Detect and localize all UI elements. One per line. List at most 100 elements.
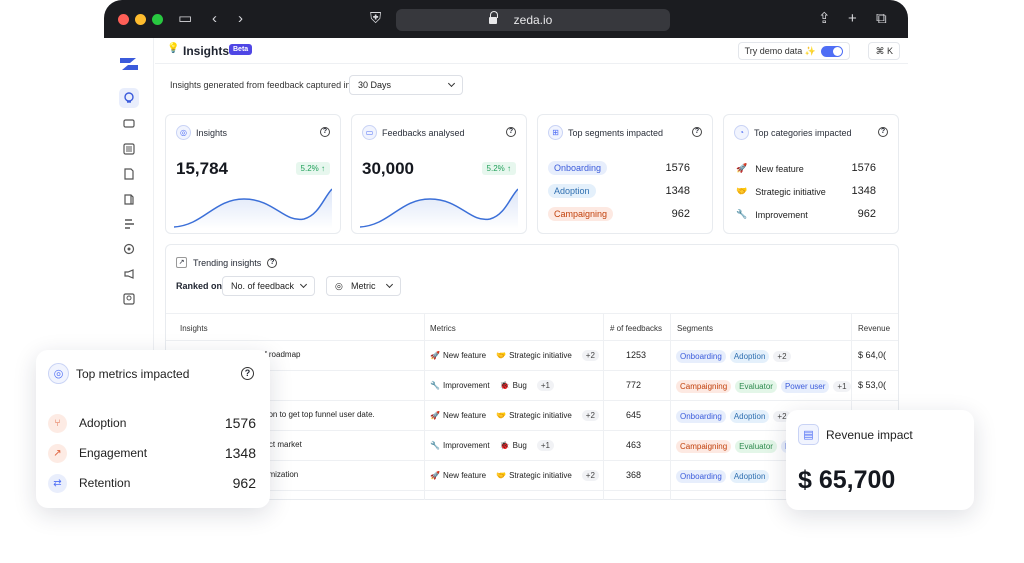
help-icon[interactable]: ?	[267, 257, 278, 268]
segment-count: 962	[671, 208, 690, 220]
table-row[interactable]: ation to get top funnel user date. 🚀 New f…	[166, 401, 898, 431]
table-row[interactable]: of roadmap 🚀 New feature 🤝 Strategic initiat…	[166, 341, 898, 371]
category-count: 1348	[851, 185, 876, 197]
metric-tag[interactable]: 🐞 Bug	[500, 441, 527, 450]
more-badge[interactable]: +2	[773, 351, 791, 362]
maximize-dot[interactable]	[152, 14, 163, 25]
more-badge[interactable]: +2	[581, 470, 599, 481]
metric-value: 962	[232, 475, 256, 491]
more-badge[interactable]: +2	[581, 410, 599, 421]
demo-data-toggle[interactable]: Try demo data ✨	[737, 42, 850, 60]
share-icon[interactable]: ⇪	[818, 10, 831, 27]
insights-count: 15,784	[176, 159, 228, 178]
metric-select[interactable]: ◎ Metric	[326, 276, 401, 296]
trending-title: Trending insights	[193, 257, 262, 268]
segment-pill[interactable]: Evaluator	[735, 380, 777, 393]
more-badge[interactable]: +1	[833, 381, 851, 392]
zeda-logo-icon[interactable]	[118, 54, 140, 74]
more-badge[interactable]: +2	[773, 411, 791, 422]
segment-pill[interactable]: Adoption	[729, 470, 770, 483]
column-insights[interactable]: Insights	[180, 324, 208, 333]
revenue-cell: $ 53,0(	[858, 380, 886, 390]
shield-icon[interactable]: ⛨	[370, 10, 382, 27]
book-nav-icon[interactable]	[119, 189, 139, 209]
segment-pill[interactable]: Adoption	[729, 350, 770, 363]
address-bar[interactable]: zeda.io	[396, 9, 670, 31]
segment-pill[interactable]: Campaigning	[676, 440, 732, 453]
categories-card: ◔ Top categories impacted ? 🚀 New feature 1…	[723, 114, 899, 234]
back-icon[interactable]: ‹	[212, 10, 217, 27]
help-icon[interactable]: ?	[506, 127, 516, 137]
category-item[interactable]: 🚀 New feature	[736, 163, 804, 174]
command-shortcut[interactable]: ⌘ K	[868, 42, 900, 60]
column-feedbacks[interactable]: # of feedbacks	[610, 324, 663, 333]
help-icon[interactable]: ?	[241, 367, 254, 380]
help-icon[interactable]: ?	[320, 127, 330, 137]
table-row[interactable]: n🔧Improvement🐞Bug+1772CampaigningEvaluat…	[166, 371, 898, 401]
metric-row[interactable]: ⇄ Retention 962	[48, 472, 256, 494]
metric-tag[interactable]: 🚀 New feature	[430, 411, 486, 420]
close-dot[interactable]	[118, 14, 129, 25]
sidebar-toggle-icon[interactable]: ▭	[178, 10, 193, 27]
metric-row[interactable]: ↗ Engagement 1348	[48, 442, 256, 464]
category-name: Strategic initiative	[755, 186, 826, 197]
goals-nav-icon[interactable]	[119, 239, 139, 259]
metric-icon: ⑂	[48, 413, 67, 433]
metric-tag[interactable]: 🤝 Strategic initiative	[496, 471, 572, 480]
tabs-icon[interactable]: ⧉	[876, 10, 887, 27]
document-nav-icon[interactable]	[119, 164, 139, 184]
list-nav-icon[interactable]	[119, 139, 139, 159]
column-revenue[interactable]: Revenue	[858, 324, 891, 333]
more-badge[interactable]: +2	[581, 350, 599, 361]
segment-pill[interactable]: Campaigning	[548, 207, 614, 221]
column-segments[interactable]: Segments	[677, 324, 714, 333]
metric-row[interactable]: ⑂ Adoption 1576	[48, 412, 256, 434]
metric-tag[interactable]: 🔧 Improvement	[430, 381, 490, 390]
more-badge[interactable]: +1	[536, 380, 554, 391]
metric-value: 1348	[224, 445, 256, 461]
minimize-dot[interactable]	[135, 14, 146, 25]
revenue-title: Revenue impact	[826, 427, 913, 442]
metric-tag[interactable]: 🐞 Bug	[500, 381, 527, 390]
metrics-cell: 🔧 Improvement 🐞 Bug +1	[430, 380, 554, 391]
table-row[interactable]: ptimization 🚀 New feature 🤝 Strategic initia…	[166, 461, 898, 491]
table-row[interactable]: duct market 🔧 Improvement 🐞 Bug +1 463 Campaign…	[166, 431, 898, 461]
user-nav-icon[interactable]	[119, 289, 139, 309]
metric-tag[interactable]: 🤝 Strategic initiative	[496, 411, 572, 420]
column-metrics[interactable]: Metrics	[430, 324, 456, 333]
insights-nav-icon[interactable]	[119, 88, 139, 108]
card-label: Insights	[196, 127, 228, 138]
category-item[interactable]: 🔧 Improvement	[736, 209, 808, 220]
segment-pill[interactable]: Onboarding	[548, 161, 608, 175]
metric-tag[interactable]: 🤝 Strategic initiative	[496, 351, 572, 360]
more-badge[interactable]: +1	[536, 440, 554, 451]
new-tab-icon[interactable]: +	[848, 10, 857, 27]
segment-pill[interactable]: Adoption	[729, 410, 770, 423]
megaphone-nav-icon[interactable]	[119, 264, 139, 284]
help-icon[interactable]: ?	[692, 127, 702, 137]
toggle-switch[interactable]	[821, 45, 843, 57]
forward-icon[interactable]: ›	[238, 10, 243, 27]
metric-icon: 🐞	[499, 381, 510, 390]
segment-pill[interactable]: Onboarding	[676, 470, 726, 483]
rank-select[interactable]: No. of feedback	[222, 276, 315, 296]
metric-tag[interactable]: 🔧 Improvement	[430, 441, 490, 450]
segment-pill[interactable]: Onboarding	[676, 350, 726, 363]
metric-tag[interactable]: 🚀 New feature	[430, 351, 486, 360]
insight-cell: duct market	[260, 440, 302, 449]
insight-cell: ation to get top funnel user date.	[260, 410, 375, 419]
roadmap-nav-icon[interactable]	[119, 214, 139, 234]
date-range-select[interactable]: 30 Days	[349, 75, 463, 95]
divider	[424, 313, 425, 500]
segment-pill[interactable]: Campaigning	[676, 380, 732, 393]
segment-pill[interactable]: Onboarding	[676, 410, 726, 423]
segment-pill[interactable]: Power user	[780, 380, 830, 393]
category-item[interactable]: 🤝 Strategic initiative	[736, 186, 826, 197]
segment-pill[interactable]: Evaluator	[735, 440, 777, 453]
feedbacks-trend-chart	[360, 188, 518, 229]
feedback-nav-icon[interactable]	[119, 114, 139, 134]
help-icon[interactable]: ?	[878, 127, 888, 137]
metric-tag[interactable]: 🚀 New feature	[430, 471, 486, 480]
segment-pill[interactable]: Adoption	[548, 184, 596, 198]
metric-label: Bug	[512, 441, 527, 450]
